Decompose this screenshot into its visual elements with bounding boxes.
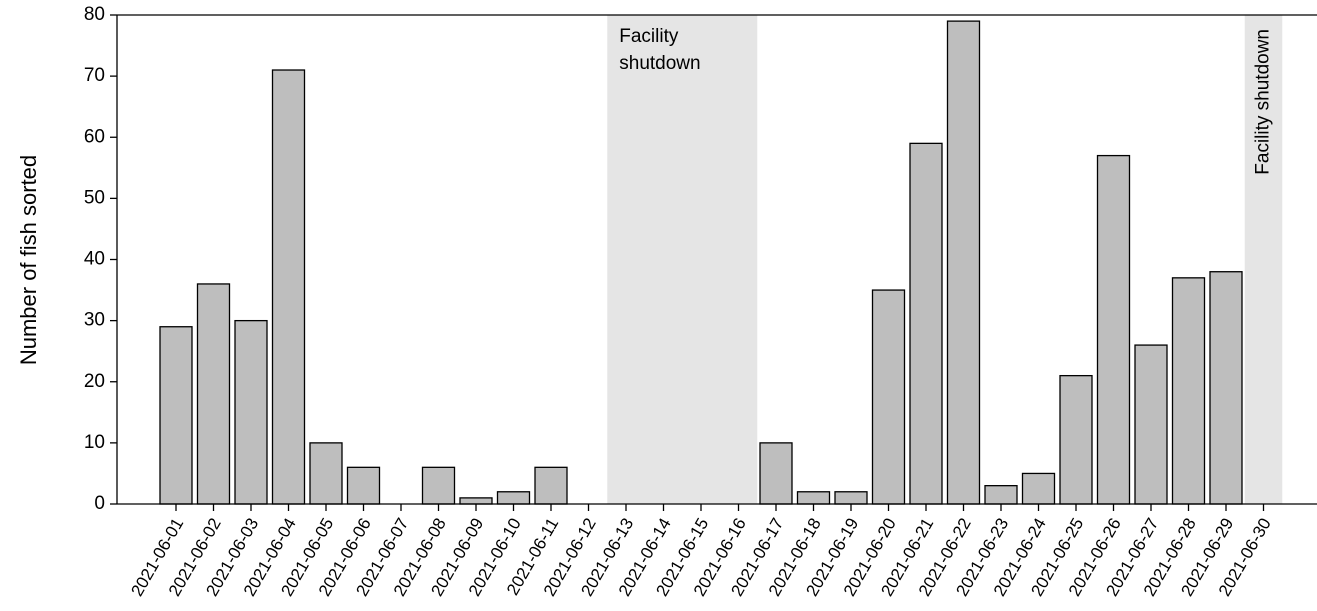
annotation: Facility shutdown <box>619 26 701 74</box>
bar <box>909 142 943 505</box>
bar <box>796 491 831 505</box>
bar <box>1171 277 1206 505</box>
y-tick-label: 20 <box>84 371 105 392</box>
bar <box>1059 374 1093 505</box>
annotation: Facility shutdown <box>1253 29 1274 175</box>
bar <box>759 442 793 505</box>
y-tick-label: 60 <box>84 126 105 147</box>
bar <box>946 20 981 505</box>
bar <box>1021 472 1056 505</box>
bar <box>159 326 193 505</box>
bar <box>309 442 343 505</box>
bar <box>1209 271 1243 505</box>
shutdown-region <box>1244 15 1283 504</box>
y-tick-label: 0 <box>94 493 105 514</box>
bar <box>1096 154 1131 505</box>
bar <box>421 466 456 505</box>
y-tick-label: 30 <box>84 310 105 331</box>
bar <box>496 491 531 505</box>
y-tick-label: 70 <box>84 65 105 86</box>
shades <box>607 15 1283 504</box>
y-tick-label: 80 <box>84 4 105 25</box>
annotation-box: Facility shutdown <box>619 26 701 74</box>
y-tick-label: 40 <box>84 249 105 270</box>
bar <box>1134 344 1168 505</box>
shutdown-region <box>607 15 758 504</box>
bar <box>459 497 493 505</box>
bar <box>346 466 381 505</box>
bar <box>271 69 306 505</box>
y-tick-label: 10 <box>84 432 105 453</box>
bar <box>984 485 1018 505</box>
bar <box>871 289 906 505</box>
y-tick-label: 50 <box>84 187 105 208</box>
bar <box>834 491 868 505</box>
bar <box>196 283 231 505</box>
bar <box>534 466 568 505</box>
y-axis-label: Number of fish sorted <box>16 155 41 365</box>
bar <box>234 319 268 505</box>
